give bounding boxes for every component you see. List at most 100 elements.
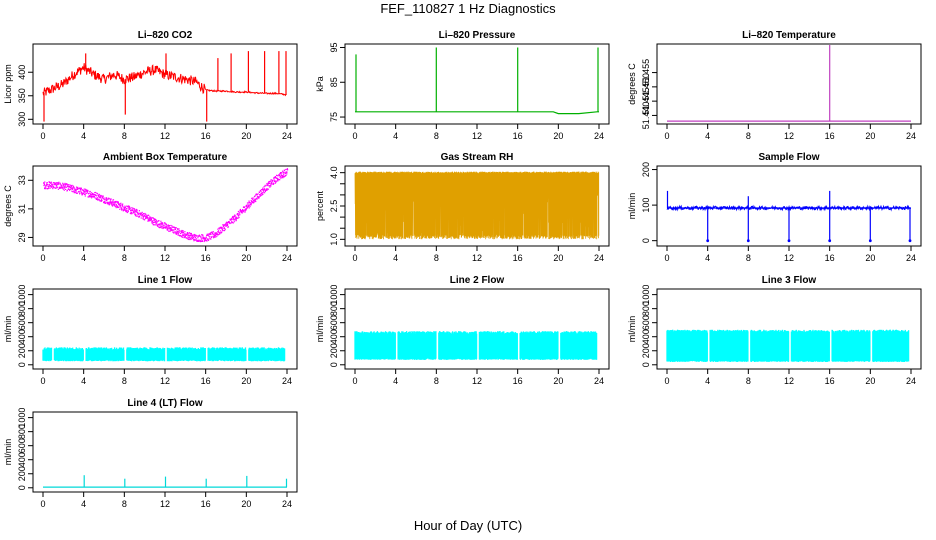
data-point <box>143 215 145 217</box>
data-point <box>88 192 90 194</box>
x-tick-label: 8 <box>434 131 439 141</box>
data-point <box>131 211 133 213</box>
data-point <box>241 210 243 212</box>
data-point <box>100 198 103 200</box>
data-point <box>87 190 89 192</box>
data-point <box>233 215 235 217</box>
data-point <box>133 209 136 211</box>
data-point <box>275 180 277 182</box>
data-point <box>54 182 56 184</box>
data-point <box>283 174 285 176</box>
x-tick-label: 0 <box>40 131 45 141</box>
data-point <box>75 190 77 192</box>
x-tick-label: 8 <box>746 376 751 386</box>
data-point <box>170 227 172 229</box>
data-point <box>68 188 70 190</box>
data-point <box>259 190 261 192</box>
data-point <box>102 196 104 198</box>
x-tick-label: 20 <box>241 131 251 141</box>
data-point <box>171 225 173 227</box>
data-point <box>284 175 286 177</box>
data-point <box>100 195 102 197</box>
data-point <box>190 237 192 239</box>
data-point <box>58 183 60 185</box>
data-point <box>112 202 114 204</box>
data-point <box>237 210 239 213</box>
data-point <box>94 192 96 194</box>
data-point <box>271 179 273 181</box>
data-point <box>88 196 90 198</box>
x-tick-label: 8 <box>434 376 439 386</box>
y-tick-label: 600 <box>329 315 339 330</box>
data-point <box>252 201 254 203</box>
data-point <box>155 221 157 223</box>
data-point <box>199 240 201 242</box>
data-point <box>60 187 62 189</box>
data-point <box>187 234 189 236</box>
data-point <box>214 234 216 236</box>
data-point <box>50 185 53 188</box>
data-point <box>217 231 219 233</box>
data-point <box>220 227 222 229</box>
data-point <box>209 238 211 240</box>
data-point <box>169 227 171 229</box>
data-point <box>249 201 251 204</box>
data-point <box>84 188 87 190</box>
data-point <box>202 237 204 239</box>
y-tick-label: 33 <box>17 175 27 185</box>
data-point <box>259 195 261 197</box>
data-point <box>124 209 126 211</box>
data-point <box>157 225 159 227</box>
data-point <box>147 217 149 219</box>
y-tick-label: 85 <box>329 77 339 87</box>
data-point <box>142 213 144 215</box>
data-point <box>168 225 171 227</box>
data-point <box>132 208 134 210</box>
data-point <box>154 224 156 226</box>
x-tick-label: 0 <box>40 253 45 263</box>
data-point <box>216 235 218 237</box>
x-tick-label: 16 <box>825 376 835 386</box>
data-point <box>178 233 180 235</box>
y-axis-label: degrees C <box>627 63 637 105</box>
data-point <box>217 228 219 230</box>
data-point <box>181 236 184 238</box>
data-point <box>231 220 233 222</box>
data-point <box>136 210 138 212</box>
data-point <box>70 186 73 188</box>
data-point <box>106 201 108 203</box>
data-point <box>221 231 223 233</box>
x-tick-label: 0 <box>40 376 45 386</box>
data-point <box>232 217 235 219</box>
x-tick-label: 16 <box>513 253 523 263</box>
data-point <box>249 206 251 208</box>
data-point <box>205 236 207 238</box>
data-point <box>163 227 165 229</box>
data-point <box>130 211 132 213</box>
data-point <box>197 239 199 241</box>
x-tick-label: 24 <box>906 376 916 386</box>
data-point <box>167 224 169 226</box>
data-point <box>45 187 47 189</box>
data-point <box>119 203 121 206</box>
data-point <box>252 200 254 202</box>
x-tick-label: 12 <box>784 131 794 141</box>
data-point <box>102 197 104 199</box>
data-point <box>141 213 143 215</box>
data-point <box>84 190 86 192</box>
data-point <box>210 238 212 240</box>
data-point <box>100 200 102 202</box>
chart-panel-3: Li–820 Temperature 0 4 8 12 16 20 24 51.44051.44… <box>627 30 922 141</box>
data-point <box>235 220 237 222</box>
data-point <box>188 237 190 239</box>
data-point <box>181 232 183 234</box>
y-tick-label: 75 <box>329 112 339 122</box>
data-point <box>136 215 138 217</box>
data-point <box>125 209 127 211</box>
data-point <box>77 188 79 190</box>
data-point <box>52 182 54 184</box>
data-point <box>225 225 227 227</box>
data-point <box>76 192 78 194</box>
data-point <box>155 222 157 224</box>
